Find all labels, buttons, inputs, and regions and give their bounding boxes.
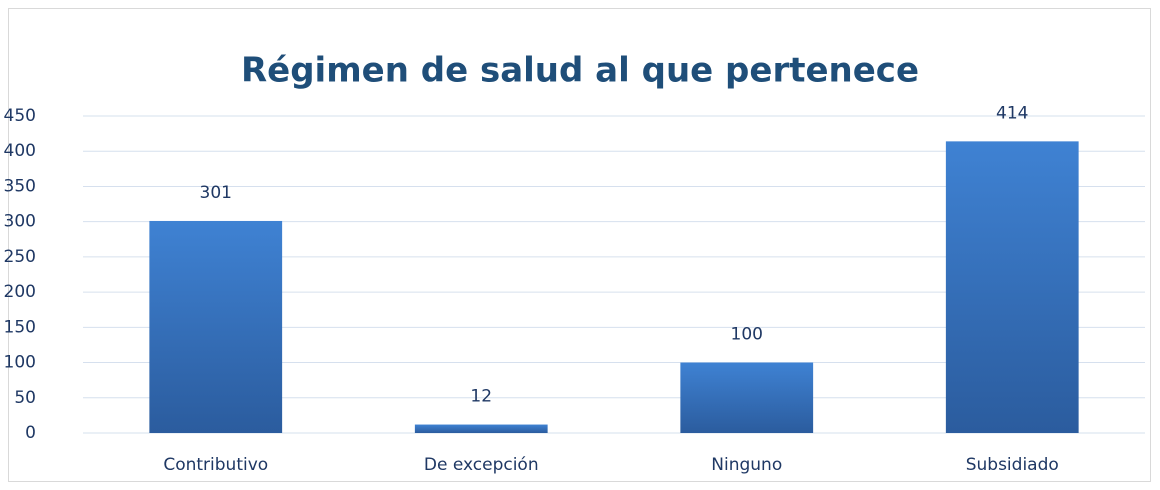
bar [945,141,1079,434]
data-label: 100 [731,325,763,345]
y-tick-label: 400 [4,141,36,161]
bar [149,220,283,433]
x-tick-label: De excepción [424,455,539,475]
y-tick-label: 0 [25,423,36,443]
data-label: 301 [200,183,232,203]
y-tick-label: 300 [4,212,36,232]
chart-title: Régimen de salud al que pertenece [241,51,919,91]
bar [414,424,548,433]
x-tick-label: Ninguno [711,455,782,475]
y-tick-label: 150 [4,317,36,337]
data-label: 414 [996,103,1028,123]
x-tick-label: Subsidiado [966,455,1059,475]
y-tick-label: 200 [4,282,36,302]
y-tick-label: 350 [4,176,36,196]
data-label: 12 [470,387,492,407]
y-tick-label: 50 [14,388,36,408]
bar [680,362,814,433]
y-tick-label: 450 [4,106,36,126]
y-tick-label: 250 [4,247,36,267]
x-tick-label: Contributivo [163,455,268,475]
y-tick-label: 100 [4,353,36,373]
